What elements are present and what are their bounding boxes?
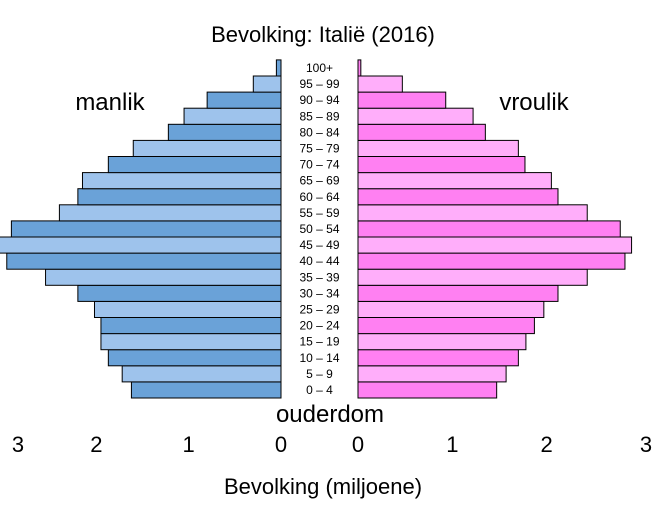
female-bar <box>357 268 588 286</box>
female-bar <box>357 349 519 367</box>
female-bar <box>357 252 626 270</box>
x-tick-label: 0 <box>275 432 287 457</box>
x-tick-label: 0 <box>352 432 364 457</box>
age-group-label: 30 – 34 <box>299 286 339 300</box>
male-bar <box>58 204 282 222</box>
age-group-label: 90 – 94 <box>299 93 339 107</box>
age-group-label: 80 – 84 <box>299 125 339 139</box>
female-bar <box>357 381 498 399</box>
male-bar <box>81 172 282 190</box>
age-group-label: 5 – 9 <box>306 367 333 381</box>
x-tick-label: 3 <box>12 432 24 457</box>
female-bar <box>357 75 403 93</box>
age-group-label: 20 – 24 <box>299 319 339 333</box>
age-group-label: 60 – 64 <box>299 190 339 204</box>
female-bar <box>357 300 545 318</box>
female-label: vroulik <box>499 89 569 116</box>
age-group-label: 10 – 14 <box>299 351 339 365</box>
age-group-label: 65 – 69 <box>299 174 339 188</box>
male-bars <box>0 59 282 399</box>
male-bar <box>93 300 282 318</box>
x-tick-label: 2 <box>541 432 553 457</box>
age-group-label: 95 – 99 <box>299 77 339 91</box>
male-bar <box>100 317 282 335</box>
age-group-label: 75 – 79 <box>299 141 339 155</box>
female-bar <box>357 204 588 222</box>
female-bar <box>357 156 526 174</box>
female-bar <box>357 365 507 383</box>
male-bar <box>130 381 282 399</box>
age-group-label: 40 – 44 <box>299 254 339 268</box>
x-tick-label: 1 <box>446 432 458 457</box>
age-axis-label: ouderdom <box>276 401 384 428</box>
female-bar <box>357 172 552 190</box>
age-group-label: 45 – 49 <box>299 238 339 252</box>
male-bar <box>121 365 282 383</box>
age-group-label: 35 – 39 <box>299 270 339 284</box>
male-bar <box>0 236 282 254</box>
male-bar <box>252 75 282 93</box>
age-group-label: 25 – 29 <box>299 302 339 316</box>
female-bar <box>357 123 486 141</box>
male-bar <box>77 284 282 302</box>
age-group-label: 100+ <box>306 61 333 75</box>
female-bar <box>357 139 519 157</box>
age-group-label: 0 – 4 <box>306 383 333 397</box>
x-tick-label: 1 <box>183 432 195 457</box>
female-bars <box>357 59 633 399</box>
male-bar <box>183 107 282 125</box>
female-bar <box>357 236 633 254</box>
male-bar <box>107 156 282 174</box>
male-bar <box>10 220 282 238</box>
female-bar <box>357 188 559 206</box>
chart-title: Bevolking: Italië (2016) <box>211 22 435 47</box>
female-bar <box>357 91 447 109</box>
age-group-label: 70 – 74 <box>299 158 339 172</box>
female-bar <box>357 59 362 77</box>
male-bar <box>45 268 282 286</box>
x-axis-ticks: 3 2 1 0 0 1 2 3 <box>12 432 652 457</box>
male-bar <box>77 188 282 206</box>
age-group-label: 15 – 19 <box>299 335 339 349</box>
male-bar <box>132 139 282 157</box>
male-label: manlik <box>75 89 145 116</box>
female-bar <box>357 220 621 238</box>
female-bar <box>357 107 474 125</box>
male-bar <box>107 349 282 367</box>
female-bar <box>357 333 527 351</box>
age-group-label: 55 – 59 <box>299 206 339 220</box>
male-bar <box>6 252 282 270</box>
age-group-labels: 0 – 4 5 – 9 10 – 14 15 – 19 20 – 24 25 – 29 30… <box>299 61 339 397</box>
male-bar <box>167 123 282 141</box>
male-bar <box>275 59 282 77</box>
male-bar <box>206 91 282 109</box>
female-bar <box>357 317 535 335</box>
x-axis-title: Bevolking (miljoene) <box>224 474 422 499</box>
x-tick-label: 2 <box>90 432 102 457</box>
female-bar <box>357 284 559 302</box>
male-bar <box>100 333 282 351</box>
age-group-label: 50 – 54 <box>299 222 339 236</box>
x-tick-label: 3 <box>640 432 652 457</box>
age-group-label: 85 – 89 <box>299 109 339 123</box>
